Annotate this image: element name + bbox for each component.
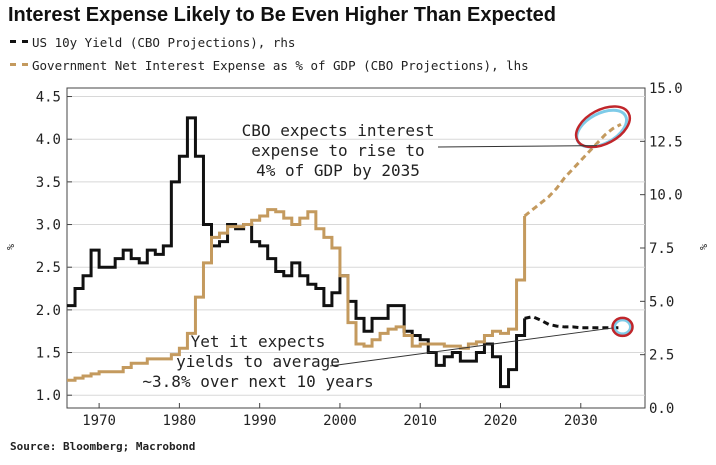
tick-label-right: 10.0 <box>649 188 683 204</box>
legend-swatch-yield <box>10 40 28 43</box>
legend-label-yield: US 10y Yield (CBO Projections), rhs <box>32 35 296 50</box>
tick-label-left: 1.5 <box>36 346 61 362</box>
tick-label-x: 2030 <box>564 413 598 429</box>
annotation-yield-line: ~3.8% over next 10 years <box>142 372 373 391</box>
annotation-interest-line: CBO expects interest <box>242 121 435 140</box>
legend-swatch-interest <box>10 63 28 66</box>
legend-item-interest: Government Net Interest Expense as % of … <box>10 58 529 73</box>
tick-label-right: 12.5 <box>649 134 683 150</box>
tick-label-x: 2010 <box>403 413 437 429</box>
annotation-yield-line: Yet it expects <box>191 332 326 351</box>
tick-label-x: 1980 <box>163 413 197 429</box>
tick-label-left: 3.0 <box>36 218 61 234</box>
series-line-interest <box>523 122 622 218</box>
tick-label-left: 2.5 <box>36 260 61 276</box>
tick-label-left: 4.0 <box>36 132 61 148</box>
tick-label-right: 2.5 <box>649 348 674 364</box>
tick-label-right: 5.0 <box>649 294 674 310</box>
tick-label-left: 1.0 <box>36 388 61 404</box>
tick-label-left: 2.0 <box>36 303 61 319</box>
right-axis-unit: % <box>699 244 710 250</box>
series-line-yield <box>67 116 527 389</box>
legend-item-yield: US 10y Yield (CBO Projections), rhs <box>10 35 295 50</box>
highlight-ring-yield <box>613 318 633 336</box>
annotation-interest-line: expense to rise to <box>251 141 424 160</box>
tick-label-x: 2020 <box>484 413 518 429</box>
series-line-yield <box>524 315 621 330</box>
tick-label-left: 3.5 <box>36 175 61 191</box>
chart-title: Interest Expense Likely to Be Even Highe… <box>8 4 556 26</box>
annotation-yield-line: yields to average <box>176 352 340 371</box>
legend-label-interest: Government Net Interest Expense as % of … <box>32 58 529 73</box>
tick-label-x: 2000 <box>323 413 357 429</box>
source-note: Source: Bloomberg; Macrobond <box>10 440 196 453</box>
series-line-interest <box>67 208 527 382</box>
highlight-circle-yield <box>611 316 634 338</box>
tick-label-x: 1990 <box>243 413 277 429</box>
highlight-ellipse-interest <box>574 105 632 149</box>
tick-label-right: 0.0 <box>649 401 674 417</box>
annotation-pointer-yield <box>329 327 613 367</box>
tick-label-right: 7.5 <box>649 241 674 257</box>
tick-label-x: 1970 <box>82 413 116 429</box>
annotation-pointer-interest <box>437 145 597 148</box>
tick-label-right: 15.0 <box>649 81 683 97</box>
tick-label-left: 4.5 <box>36 90 61 106</box>
left-axis-unit: % <box>6 244 17 250</box>
annotation-interest-line: 4% of GDP by 2035 <box>256 161 420 180</box>
